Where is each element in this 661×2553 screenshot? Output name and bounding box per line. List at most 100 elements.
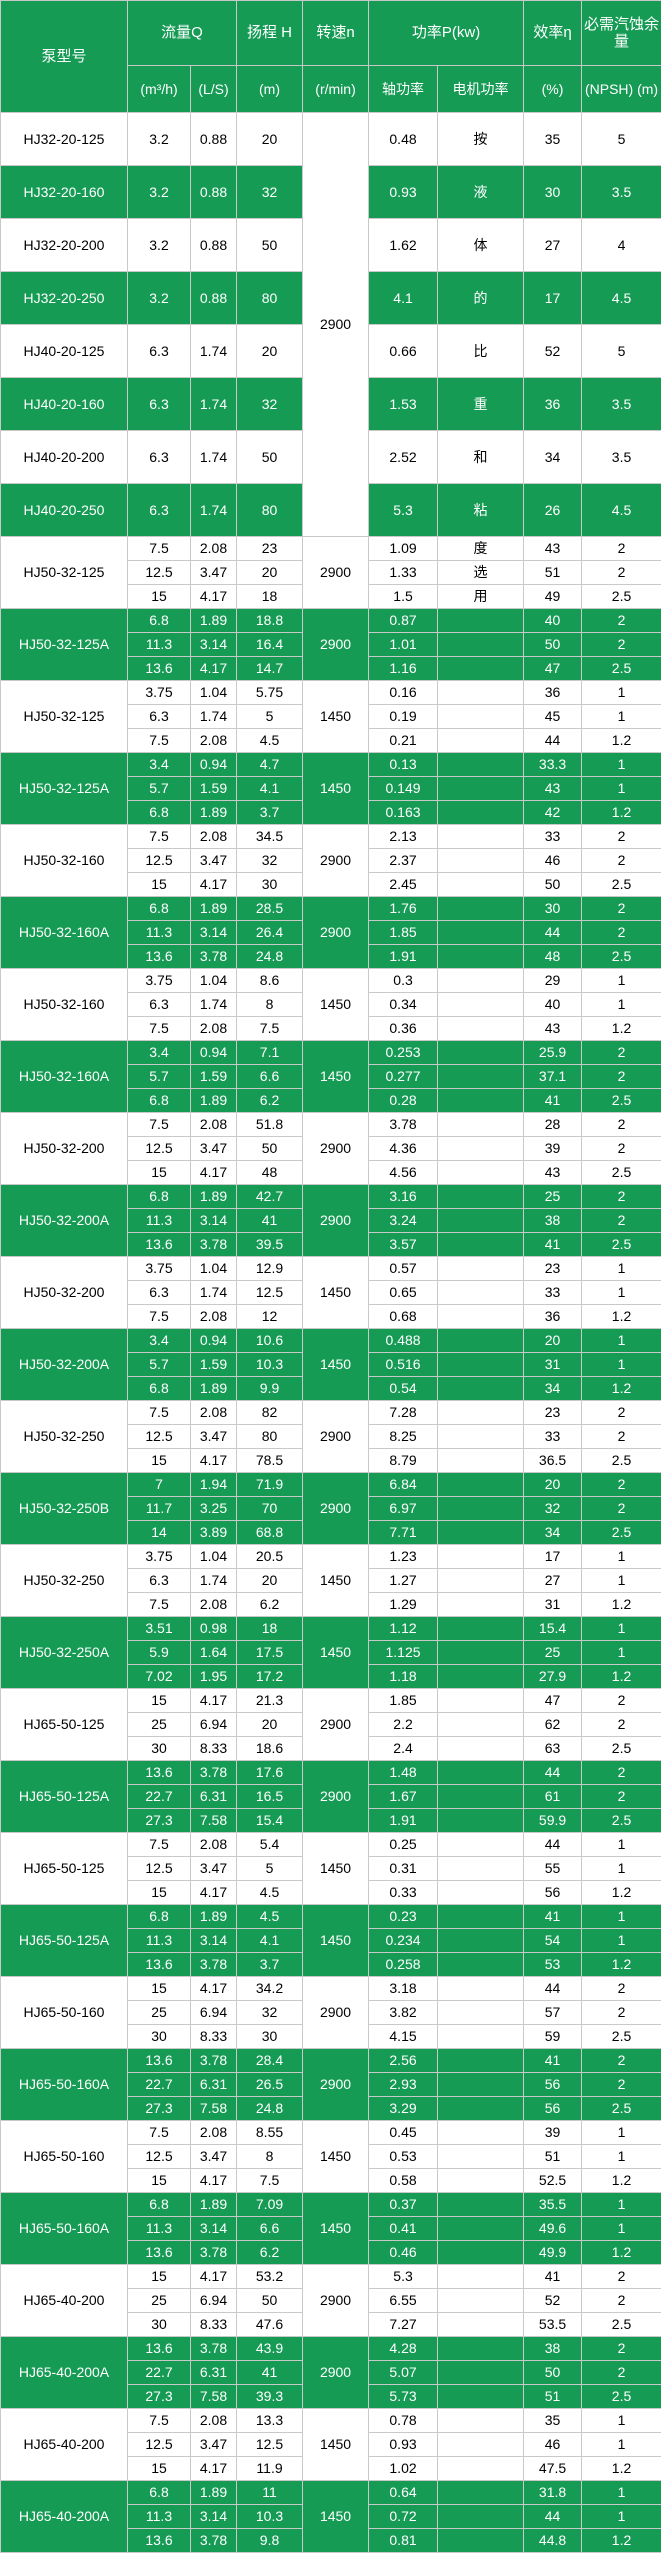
npsh-cell: 2.5 — [582, 873, 661, 897]
head-cell: 80 — [237, 484, 303, 537]
pump-model-cell: HJ65-50-125 — [1, 1833, 128, 1905]
motor-power-cell — [438, 753, 524, 777]
motor-power-cell — [438, 1641, 524, 1665]
efficiency-cell: 36.5 — [524, 1449, 582, 1473]
pump-model-cell: HJ50-32-160 — [1, 825, 128, 897]
pump-model-cell: HJ50-32-250B — [1, 1473, 128, 1545]
shaft-power-cell: 1.125 — [369, 1641, 438, 1665]
motor-power-cell — [438, 657, 524, 681]
shaft-power-cell: 1.85 — [369, 921, 438, 945]
npsh-cell: 1.2 — [582, 2241, 661, 2265]
flow-ls-cell: 3.14 — [191, 633, 237, 657]
unit-speed-rmin: (r/min) — [303, 66, 369, 113]
efficiency-cell: 34 — [524, 431, 582, 484]
flow-m3h-cell: 11.3 — [128, 2217, 191, 2241]
flow-ls-cell: 2.08 — [191, 1593, 237, 1617]
flow-ls-cell: 1.74 — [191, 705, 237, 729]
pump-model-cell: HJ40-20-200 — [1, 431, 128, 484]
head-cell: 23 — [237, 537, 303, 561]
head-cell: 28.4 — [237, 2049, 303, 2073]
flow-m3h-cell: 3.51 — [128, 1617, 191, 1641]
npsh-cell: 5 — [582, 113, 661, 166]
motor-power-cell — [438, 2121, 524, 2145]
shaft-power-cell: 5.07 — [369, 2361, 438, 2385]
motor-power-cell — [438, 1137, 524, 1161]
npsh-cell: 2 — [582, 609, 661, 633]
header-head: 扬程 H — [237, 1, 303, 66]
motor-power-cell — [438, 777, 524, 801]
efficiency-cell: 36 — [524, 1305, 582, 1329]
flow-m3h-cell: 15 — [128, 873, 191, 897]
flow-m3h-cell: 6.8 — [128, 1905, 191, 1929]
head-cell: 6.2 — [237, 1089, 303, 1113]
pump-model-cell: HJ65-40-200 — [1, 2265, 128, 2337]
unit-head-m: (m) — [237, 66, 303, 113]
shaft-power-cell: 0.33 — [369, 1881, 438, 1905]
flow-m3h-cell: 5.7 — [128, 1353, 191, 1377]
npsh-cell: 1 — [582, 2121, 661, 2145]
npsh-cell: 1.2 — [582, 2457, 661, 2481]
efficiency-cell: 52 — [524, 325, 582, 378]
pump-model-cell: HJ50-32-160A — [1, 897, 128, 969]
flow-ls-cell: 2.08 — [191, 729, 237, 753]
shaft-power-cell: 5.3 — [369, 484, 438, 537]
efficiency-cell: 51 — [524, 2385, 582, 2409]
npsh-cell: 1 — [582, 2145, 661, 2169]
shaft-power-cell: 2.4 — [369, 1737, 438, 1761]
flow-ls-cell: 1.89 — [191, 2481, 237, 2505]
flow-ls-cell: 3.47 — [191, 2433, 237, 2457]
efficiency-cell: 34 — [524, 1377, 582, 1401]
flow-m3h-cell: 13.6 — [128, 2049, 191, 2073]
flow-ls-cell: 1.74 — [191, 1281, 237, 1305]
speed-cell: 1450 — [303, 1329, 369, 1401]
flow-m3h-cell: 15 — [128, 2169, 191, 2193]
speed-cell: 1450 — [303, 1833, 369, 1905]
motor-power-cell — [438, 2097, 524, 2121]
shaft-power-cell: 2.45 — [369, 873, 438, 897]
motor-power-cell — [438, 1089, 524, 1113]
unit-eff-pct: (%) — [524, 66, 582, 113]
efficiency-cell: 51 — [524, 2145, 582, 2169]
shaft-power-cell: 1.53 — [369, 378, 438, 431]
npsh-cell: 1 — [582, 1545, 661, 1569]
motor-power-cell: 和 — [438, 431, 524, 484]
efficiency-cell: 44 — [524, 2505, 582, 2529]
flow-ls-cell: 1.95 — [191, 1665, 237, 1689]
flow-ls-cell: 1.04 — [191, 681, 237, 705]
flow-ls-cell: 4.17 — [191, 1977, 237, 2001]
flow-m3h-cell: 3.75 — [128, 969, 191, 993]
motor-power-cell — [438, 1761, 524, 1785]
npsh-cell: 1.2 — [582, 2169, 661, 2193]
npsh-cell: 2 — [582, 897, 661, 921]
motor-power-cell: 重 — [438, 378, 524, 431]
flow-m3h-cell: 3.2 — [128, 113, 191, 166]
head-cell: 8.55 — [237, 2121, 303, 2145]
flow-m3h-cell: 6.3 — [128, 993, 191, 1017]
flow-m3h-cell: 27.3 — [128, 2097, 191, 2121]
head-cell: 8 — [237, 2145, 303, 2169]
head-cell: 50 — [237, 431, 303, 484]
shaft-power-cell: 2.93 — [369, 2073, 438, 2097]
motor-power-cell — [438, 1785, 524, 1809]
flow-m3h-cell: 12.5 — [128, 1857, 191, 1881]
flow-ls-cell: 4.17 — [191, 657, 237, 681]
efficiency-cell: 29 — [524, 969, 582, 993]
header-power: 功率P(kw) — [369, 1, 524, 66]
flow-m3h-cell: 3.2 — [128, 272, 191, 325]
pump-model-cell: HJ50-32-160 — [1, 969, 128, 1041]
npsh-cell: 2.5 — [582, 945, 661, 969]
flow-m3h-cell: 7.5 — [128, 537, 191, 561]
flow-ls-cell: 1.89 — [191, 801, 237, 825]
flow-ls-cell: 0.88 — [191, 272, 237, 325]
head-cell: 9.8 — [237, 2529, 303, 2553]
shaft-power-cell: 1.29 — [369, 1593, 438, 1617]
shaft-power-cell: 0.93 — [369, 166, 438, 219]
shaft-power-cell: 0.258 — [369, 1953, 438, 1977]
motor-power-cell — [438, 705, 524, 729]
flow-ls-cell: 2.08 — [191, 2409, 237, 2433]
flow-m3h-cell: 6.3 — [128, 1569, 191, 1593]
shaft-power-cell: 6.97 — [369, 1497, 438, 1521]
